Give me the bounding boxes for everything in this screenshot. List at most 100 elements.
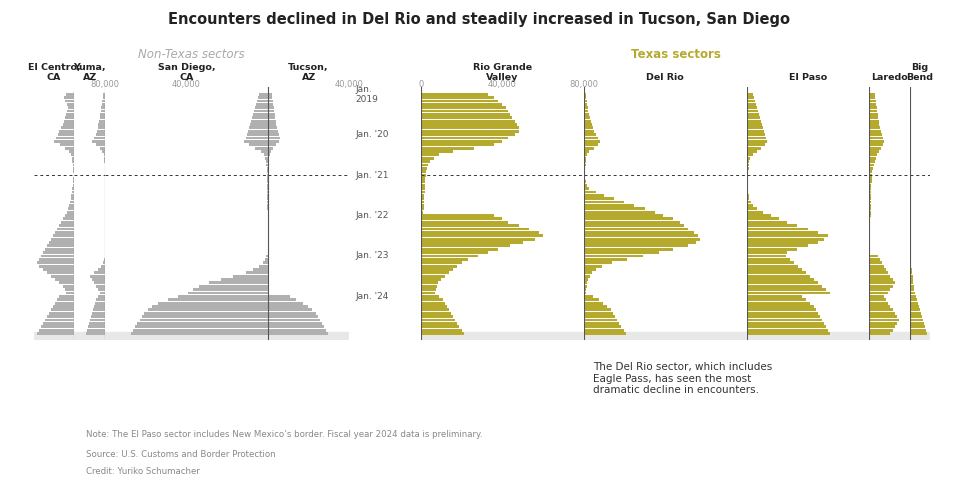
Bar	[910, 285, 914, 288]
Bar	[869, 167, 873, 170]
Bar	[233, 275, 268, 278]
Bar	[421, 170, 426, 173]
Bar	[259, 265, 268, 267]
Bar	[64, 96, 75, 99]
Bar	[747, 241, 818, 244]
Bar	[584, 318, 618, 321]
Bar	[421, 244, 510, 247]
Bar	[87, 325, 105, 328]
Bar	[584, 160, 586, 163]
Bar	[421, 214, 494, 217]
Bar	[421, 106, 506, 109]
Text: El Centro,
CA: El Centro, CA	[28, 63, 81, 83]
Bar	[104, 154, 105, 156]
Bar	[133, 329, 268, 331]
Bar	[421, 126, 519, 129]
Bar	[869, 224, 870, 227]
Bar	[40, 325, 75, 328]
Bar	[421, 174, 426, 176]
Bar	[747, 170, 748, 173]
Bar	[747, 130, 763, 133]
Bar	[421, 281, 438, 284]
Bar	[869, 164, 874, 166]
Bar	[421, 150, 454, 153]
Bar	[36, 261, 75, 264]
Bar	[268, 157, 269, 160]
Bar	[102, 106, 105, 109]
Bar	[268, 100, 272, 103]
Bar	[421, 329, 461, 331]
Bar	[869, 180, 872, 183]
Bar	[747, 248, 797, 251]
Bar	[747, 113, 759, 116]
Bar	[869, 140, 884, 143]
Bar	[747, 325, 827, 328]
Bar	[57, 227, 75, 230]
Bar	[584, 137, 597, 139]
Bar	[100, 292, 105, 295]
Bar	[869, 312, 895, 314]
Bar	[266, 160, 268, 163]
Bar	[267, 164, 268, 166]
Bar	[268, 174, 269, 176]
Bar	[258, 96, 268, 99]
Text: Jan. '23: Jan. '23	[355, 251, 388, 260]
Bar	[142, 315, 268, 318]
Bar	[73, 167, 75, 170]
Bar	[910, 322, 924, 325]
Bar	[72, 194, 75, 197]
Bar	[421, 110, 508, 112]
Bar	[421, 154, 439, 156]
Bar	[101, 110, 105, 112]
Bar	[59, 130, 75, 133]
Text: Jan.
2019: Jan. 2019	[355, 85, 378, 104]
Bar	[98, 288, 105, 291]
Bar	[421, 234, 543, 237]
Bar	[869, 96, 876, 99]
Bar	[584, 110, 588, 112]
Text: Non-Texas sectors: Non-Texas sectors	[138, 48, 245, 61]
Bar	[747, 187, 748, 190]
Bar	[105, 332, 268, 340]
Bar	[266, 157, 268, 160]
Bar	[158, 302, 268, 305]
Bar	[421, 116, 512, 119]
Bar	[584, 305, 607, 308]
Bar	[268, 103, 273, 106]
Bar	[747, 332, 869, 340]
Bar	[421, 100, 499, 103]
Bar	[421, 241, 523, 244]
Bar	[268, 160, 269, 163]
Bar	[869, 174, 872, 176]
Bar	[747, 147, 760, 150]
Bar	[268, 147, 272, 150]
Bar	[152, 305, 268, 308]
Bar	[60, 143, 75, 146]
Bar	[584, 217, 673, 220]
Bar	[584, 248, 673, 251]
Bar	[747, 332, 830, 335]
Bar	[59, 224, 75, 227]
Bar	[61, 126, 75, 129]
Bar	[421, 147, 474, 150]
Bar	[268, 164, 269, 166]
Bar	[102, 265, 105, 267]
Bar	[869, 184, 872, 187]
Bar	[63, 285, 75, 288]
Bar	[869, 292, 888, 295]
Bar	[747, 204, 753, 207]
Bar	[268, 126, 277, 129]
Bar	[869, 123, 879, 126]
Bar	[98, 268, 105, 271]
Bar	[259, 93, 268, 96]
Bar	[421, 180, 425, 183]
Bar	[584, 322, 620, 325]
Bar	[869, 318, 899, 321]
Bar	[268, 295, 291, 298]
Bar	[747, 110, 758, 112]
Bar	[267, 255, 268, 258]
Bar	[747, 123, 761, 126]
Bar	[747, 329, 829, 331]
Bar	[584, 123, 592, 126]
Bar	[421, 318, 456, 321]
